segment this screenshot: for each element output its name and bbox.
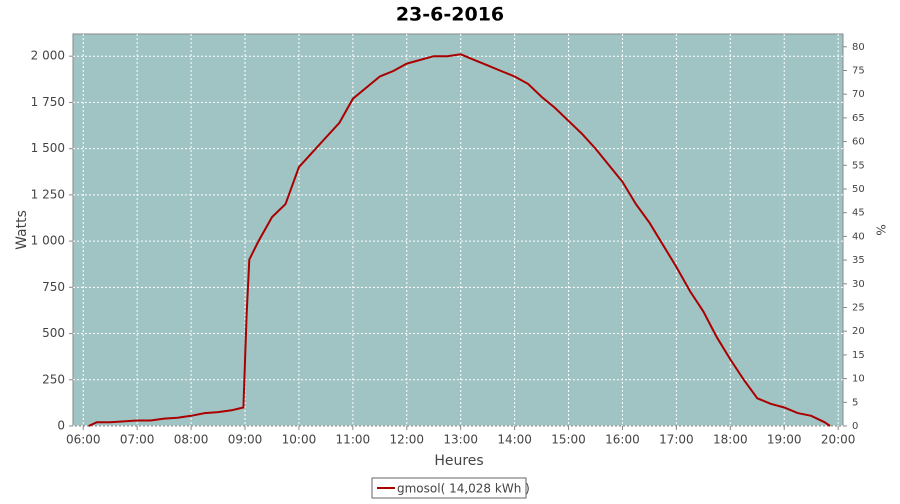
y2-tick-label: 55 xyxy=(852,160,865,171)
y-tick-label: 750 xyxy=(42,280,65,294)
y2-tick-label: 0 xyxy=(852,421,858,432)
x-tick-label: 12:00 xyxy=(389,433,424,447)
y-tick-label: 1 000 xyxy=(31,234,65,248)
y2-tick-label: 30 xyxy=(852,279,865,290)
y-tick-label: 1 500 xyxy=(31,141,65,155)
x-tick-label: 09:00 xyxy=(228,433,263,447)
y2-axis-label: % xyxy=(874,224,888,235)
y-tick-label: 250 xyxy=(42,372,65,386)
y2-tick-label: 25 xyxy=(852,302,865,313)
y2-tick-label: 35 xyxy=(852,255,865,266)
x-tick-label: 08:00 xyxy=(174,433,209,447)
y-tick-label: 1 750 xyxy=(31,95,65,109)
x-tick-label: 11:00 xyxy=(336,433,371,447)
x-tick-label: 19:00 xyxy=(767,433,802,447)
chart-title: 23-6-2016 xyxy=(396,4,504,26)
y2-tick-label: 80 xyxy=(852,42,865,53)
y2-tick-label: 75 xyxy=(852,65,865,76)
y-tick-label: 0 xyxy=(57,419,65,433)
x-tick-label: 16:00 xyxy=(605,433,640,447)
y2-tick-label: 15 xyxy=(852,350,865,361)
x-tick-label: 18:00 xyxy=(713,433,748,447)
x-tick-label: 20:00 xyxy=(821,433,856,447)
y-tick-label: 2 000 xyxy=(31,49,65,63)
y2-tick-label: 45 xyxy=(852,208,865,219)
y2-tick-label: 40 xyxy=(852,231,865,242)
x-tick-label: 10:00 xyxy=(282,433,317,447)
y2-tick-label: 70 xyxy=(852,89,865,100)
legend: gmosol( 14,028 kWh ) xyxy=(371,477,530,499)
y2-tick-label: 5 xyxy=(852,397,858,408)
plot-area xyxy=(72,33,844,427)
y2-tick-label: 50 xyxy=(852,184,865,195)
x-tick-label: 17:00 xyxy=(659,433,694,447)
series-line xyxy=(88,53,831,427)
x-tick-label: 07:00 xyxy=(120,433,155,447)
x-tick-label: 06:00 xyxy=(66,433,101,447)
y2-tick-label: 20 xyxy=(852,326,865,337)
legend-box xyxy=(371,477,527,499)
x-tick-label: 14:00 xyxy=(497,433,532,447)
y2-tick-label: 65 xyxy=(852,113,865,124)
y-axis-label: Watts xyxy=(14,210,30,250)
legend-label: gmosol( 14,028 kWh ) xyxy=(397,482,530,496)
y-tick-label: 1 250 xyxy=(31,187,65,201)
x-axis-label: Heures xyxy=(434,453,483,469)
y2-tick-label: 10 xyxy=(852,374,865,385)
x-tick-label: 15:00 xyxy=(551,433,586,447)
y2-tick-label: 60 xyxy=(852,137,865,148)
y-tick-label: 500 xyxy=(42,326,65,340)
x-tick-label: 13:00 xyxy=(443,433,478,447)
